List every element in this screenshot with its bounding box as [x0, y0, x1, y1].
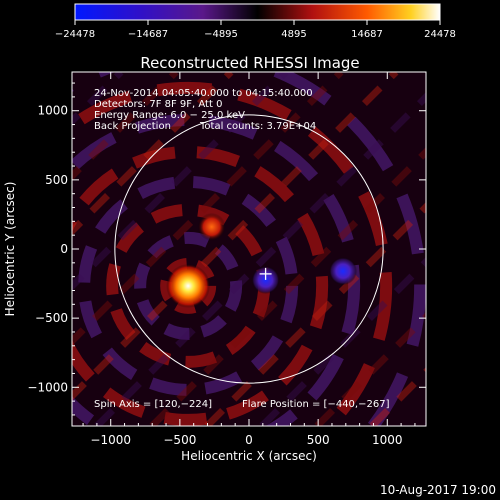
- x-tick-label: 500: [307, 433, 330, 447]
- pattern-ring: [134, 231, 243, 340]
- annotation-energy: Energy Range: 6.0 − 25.0 keV: [94, 110, 245, 121]
- colorbar-tick-label: −4895: [204, 29, 238, 40]
- y-tick-label: −500: [35, 311, 68, 325]
- colorbar-tick-label: 4895: [281, 29, 306, 40]
- pattern-band: [424, 422, 426, 425]
- annotation-detectors: Detectors: 7F 8F 9F, Att 0: [94, 99, 222, 110]
- pattern-band: [314, 312, 426, 426]
- colorbar-tick-label: 24478: [424, 29, 456, 40]
- x-axis-label: Heliocentric X (arcsec): [181, 449, 317, 463]
- annotation-block: 24-Nov-2014 04:05:40.000 to 04:15:40.000…: [94, 88, 316, 132]
- y-tick-label: 1000: [37, 104, 68, 118]
- heatmap-pattern: [72, 72, 426, 426]
- y-tick-label: 0: [60, 242, 68, 256]
- heatmap-source: [251, 265, 280, 294]
- solar-limb-circle: [114, 114, 384, 384]
- annotation-total-counts: Total counts: 3.79E+04: [199, 121, 316, 132]
- pattern-ring: [72, 81, 393, 426]
- heatmap-source: [197, 212, 226, 241]
- x-tick-label: 1000: [372, 433, 403, 447]
- pattern-ring: [72, 145, 329, 426]
- pattern-band: [94, 92, 426, 426]
- plot-area: −1000 −500 0 500 1000 −1000 −500 0 500 1000: [27, 71, 427, 447]
- annotation-method: Back Projection: [94, 121, 171, 132]
- x-tick-label: 0: [245, 433, 253, 447]
- pattern-ring: [78, 175, 299, 396]
- crosshair-marker: [259, 267, 272, 280]
- flare-position-label: Flare Position = [−440,−267]: [242, 399, 390, 410]
- colorbar-gradient: [74, 3, 441, 21]
- pattern-band: [259, 257, 426, 426]
- spin-axis-label: Spin Axis = [120,−224]: [94, 399, 212, 410]
- heatmap-source: [166, 263, 211, 308]
- colorbar-tick-label: 14687: [351, 29, 383, 40]
- colorbar-ticks: −24478 −14687 −4895 4895 14687 24478: [55, 20, 456, 40]
- pattern-ring: [72, 72, 426, 426]
- pattern-band: [204, 202, 426, 426]
- x-tick-label: −1000: [90, 433, 131, 447]
- y-tick-label: −1000: [27, 380, 68, 394]
- pattern-band: [72, 72, 399, 401]
- pattern-ring: [72, 113, 361, 426]
- heatmap-source: [329, 257, 358, 286]
- colorbar: −24478 −14687 −4895 4895 14687 24478: [55, 3, 456, 40]
- y-axis-label: Heliocentric Y (arcsec): [3, 182, 17, 317]
- colorbar-tick-label: −14687: [128, 29, 168, 40]
- axis-ticks: −1000 −500 0 500 1000 −1000 −500 0 500 1000: [27, 72, 426, 447]
- x-tick-label: −500: [163, 433, 196, 447]
- heatmap-sources: [166, 212, 358, 308]
- annotation-time: 24-Nov-2014 04:05:40.000 to 04:15:40.000: [94, 88, 313, 99]
- chart-title: Reconstructed RHESSI Image: [140, 54, 359, 72]
- colorbar-tick-label: −24478: [55, 29, 95, 40]
- pattern-band: [149, 147, 426, 426]
- y-tick-label: 500: [45, 173, 68, 187]
- timestamp: 10-Aug-2017 19:00: [380, 483, 496, 497]
